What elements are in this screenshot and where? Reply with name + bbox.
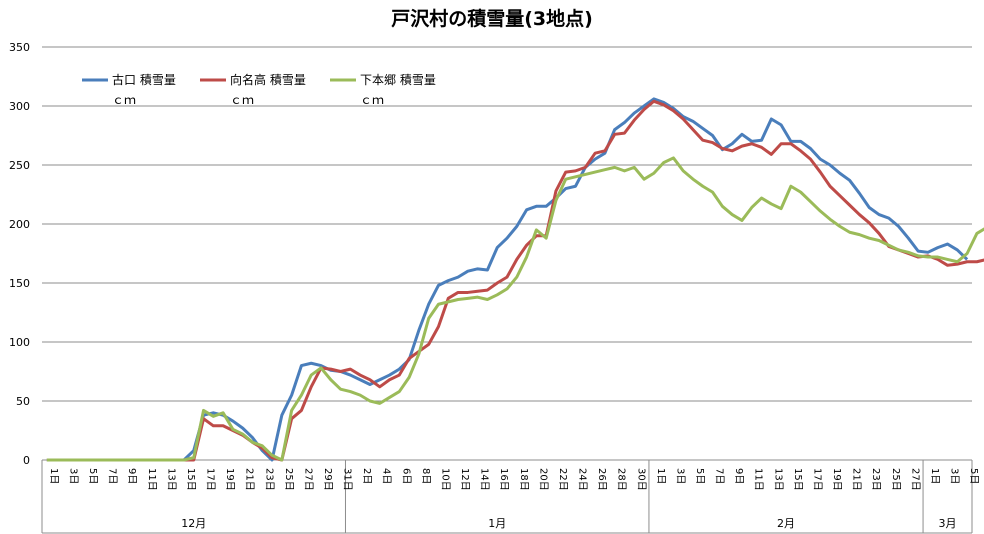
x-tick-label: 5日 [694,468,705,484]
x-tick-label: 31日 [342,468,353,491]
x-tick-label: 1日 [929,468,940,484]
x-tick-label: 25日 [890,468,901,491]
legend: 古口 積雪量 ｃｍ 向名高 積雪量 ｃｍ 下本郷 積雪量 ｃｍ [82,72,436,107]
month-label: 12月 [181,517,206,530]
x-tick-label: 12日 [459,468,470,491]
x-tick-label: 28日 [616,468,627,491]
x-tick-label: 11日 [753,468,764,491]
x-tick-label: 18日 [518,468,529,491]
legend-label: 向名高 積雪量 [230,72,306,87]
x-axis-ticks: 1日 3日 5日 7日 9日 11日 13日 15日 17日 19日 21日 23日 25日 27日 29日… [48,468,979,530]
y-tick-label: 350 [9,41,30,54]
x-tick-label: 6日 [400,468,411,484]
y-tick-label: 300 [9,100,30,113]
x-tick-label: 1日 [655,468,666,484]
x-tick-label: 27日 [302,468,313,491]
x-tick-label: 17日 [205,468,216,491]
y-tick-label: 100 [9,336,30,349]
x-tick-label: 23日 [870,468,881,491]
x-tick-label: 21日 [244,468,255,491]
x-axis [41,459,973,534]
x-tick-label: 3日 [949,468,960,484]
x-tick-label: 3日 [674,468,685,484]
legend-label: 古口 積雪量 [112,72,176,87]
x-tick-label: 14日 [479,468,490,491]
series-line-3 [46,156,984,462]
x-tick-label: 21日 [851,468,862,491]
series-line-2 [46,99,984,462]
x-tick-label: 20日 [537,468,548,491]
x-tick-label: 19日 [224,468,235,491]
x-tick-label: 7日 [714,468,725,484]
y-tick-label: 200 [9,218,30,231]
month-label: 1月 [488,517,506,530]
x-tick-label: 2日 [361,468,372,484]
legend-unit: ｃｍ [112,93,136,107]
x-tick-label: 30日 [635,468,646,491]
month-label: 3月 [939,517,957,530]
y-tick-label: 150 [9,277,30,290]
x-tick-label: 1日 [48,468,59,484]
x-tick-label: 15日 [792,468,803,491]
x-tick-label: 11日 [146,468,157,491]
x-tick-label: 13日 [165,468,176,491]
x-tick-label: 8日 [420,468,431,484]
x-tick-label: 22日 [557,468,568,491]
x-tick-label: 25日 [283,468,294,491]
x-tick-label: 13日 [772,468,783,491]
x-tick-label: 4日 [381,468,392,484]
legend-label: 下本郷 積雪量 [360,72,436,87]
x-tick-label: 5日 [968,468,979,484]
y-axis-ticks: 0 50 100 150 200 250 300 350 [9,41,30,467]
y-tick-label: 250 [9,159,30,172]
x-tick-label: 19日 [831,468,842,491]
x-tick-label: 27日 [909,468,920,491]
x-tick-label: 23日 [263,468,274,491]
y-tick-label: 0 [23,454,30,467]
x-tick-label: 9日 [126,468,137,484]
x-tick-label: 24日 [577,468,588,491]
x-tick-label: 17日 [811,468,822,491]
chart-title: 戸沢村の積雪量(3地点) [391,8,593,30]
y-tick-label: 50 [16,395,30,408]
month-label: 2月 [777,517,795,530]
legend-unit: ｃｍ [230,93,254,107]
x-tick-label: 3日 [67,468,78,484]
x-tick-label: 5日 [87,468,98,484]
gridlines [42,46,972,402]
x-tick-label: 9日 [733,468,744,484]
x-tick-label: 7日 [107,468,118,484]
x-tick-label: 15日 [185,468,196,491]
series-line-1 [46,97,969,462]
x-tick-label: 10日 [439,468,450,491]
legend-unit: ｃｍ [360,93,384,107]
series-lines [46,97,984,462]
x-tick-label: 16日 [498,468,509,491]
x-tick-label: 26日 [596,468,607,491]
x-tick-label: 29日 [322,468,333,491]
